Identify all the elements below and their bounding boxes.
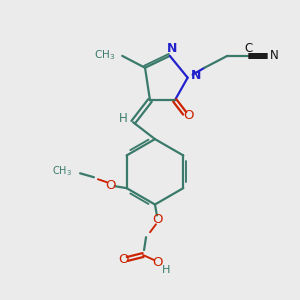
Text: CH$_3$: CH$_3$ — [94, 48, 115, 62]
Text: O: O — [183, 109, 194, 122]
Text: H: H — [119, 112, 128, 125]
Text: N: N — [190, 69, 201, 82]
Text: N: N — [269, 50, 278, 62]
Text: O: O — [153, 213, 163, 226]
Text: O: O — [118, 254, 128, 266]
Text: C: C — [244, 42, 252, 56]
Text: CH$_3$: CH$_3$ — [52, 164, 72, 178]
Text: O: O — [153, 256, 163, 269]
Text: H: H — [162, 265, 170, 275]
Text: O: O — [106, 179, 116, 192]
Text: N: N — [167, 42, 177, 56]
